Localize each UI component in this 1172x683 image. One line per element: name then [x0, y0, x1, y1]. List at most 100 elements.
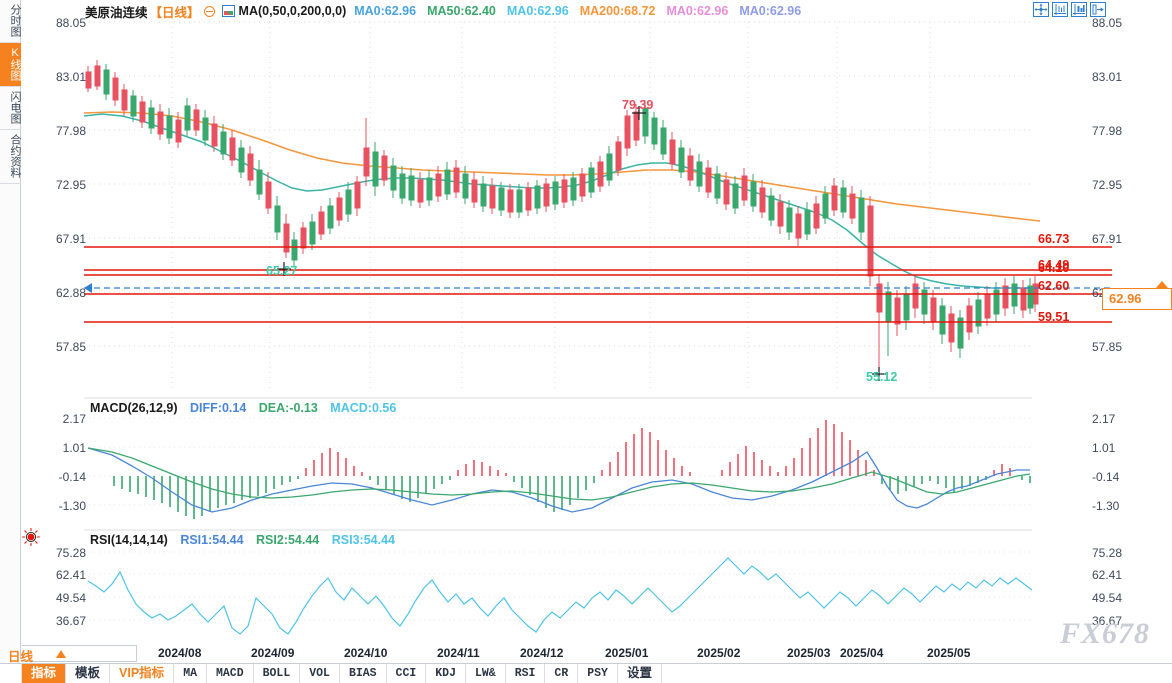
price-line-label-62-60: 62.60	[1038, 279, 1070, 293]
macd-title-row: MACD(26,12,9) DIFF:0.14 DEA:-0.13 MACD:0…	[90, 401, 396, 415]
price-axis-right-tick-0: 88.05	[1092, 16, 1123, 30]
sidebar-item-contract-info[interactable]: 合约资料	[0, 130, 21, 184]
price-line-label-64-49: 64.49	[1038, 258, 1070, 272]
toolbar-item-indicators[interactable]: 指标	[22, 664, 67, 683]
symbol-name: 美原油连续	[85, 5, 148, 20]
x-axis-label-9: 2025/05	[927, 646, 971, 660]
rsi-panel	[84, 529, 1033, 635]
x-axis-label-1: 2024/09	[251, 646, 295, 660]
x-axis-label-4: 2024/12	[520, 646, 564, 660]
rsi-axis-left-tick-2: 49.54	[55, 591, 86, 605]
period-expand-triangle-icon[interactable]	[56, 650, 66, 658]
x-axis-label-7: 2025/03	[787, 646, 831, 660]
current-price-badge[interactable]: 62.96	[1102, 288, 1172, 310]
price-level-lines	[84, 246, 1112, 323]
ma50-line	[83, 113, 1037, 289]
period-selector-label[interactable]: 日线	[8, 650, 34, 664]
macd-axis-left-tick-1: 1.01	[62, 441, 86, 455]
toolbar-item-psy[interactable]: PSY	[578, 664, 618, 683]
ma-indicator-icon[interactable]	[221, 5, 235, 17]
rsi-axis-right-tick-3: 36.67	[1092, 614, 1123, 628]
macd-axis-right-tick-1: 1.01	[1092, 441, 1116, 455]
toolbar-item-lwr[interactable]: LW&	[466, 664, 506, 683]
macd-axis-left-tick-0: 2.17	[62, 412, 86, 426]
macd-diff-value: DIFF:0.14	[190, 401, 247, 415]
toolbar-item-templates[interactable]: 模板	[66, 664, 111, 683]
price-axis-left-tick-2: 77.98	[55, 124, 86, 138]
macd-panel	[84, 397, 1032, 519]
rsi-axis-left-tick-0: 75.28	[55, 546, 86, 560]
macd-dea-line	[87, 447, 1031, 501]
ma-value-0: MA0:62.96	[354, 4, 417, 18]
toolbar-item-bias[interactable]: BIAS	[340, 664, 387, 683]
toolbar-item-boll[interactable]: BOLL	[254, 664, 301, 683]
chart-header-bar: 美原油连续 【日线】 MA(0,50,0,200,0,0) MA0:62.96 …	[85, 2, 812, 20]
ma-expression[interactable]: MA(0,50,0,200,0,0)	[238, 4, 347, 18]
chart-canvas-area[interactable]: MACD(26,12,9) DIFF:0.14 DEA:-0.13 MACD:0…	[22, 0, 1172, 659]
toolbar-item-vol[interactable]: VOL	[300, 664, 340, 683]
rsi-axis-right-tick-2: 49.54	[1092, 591, 1123, 605]
toolbar-item-cr[interactable]: CR	[545, 664, 579, 683]
left-sidebar: 分时图 K线图 闪电图 合约资料	[0, 0, 21, 659]
price-axis-right-tick-3: 72.95	[1092, 178, 1123, 192]
price-axis-right-tick-2: 77.98	[1092, 124, 1123, 138]
symbol-period: 【日线】	[149, 5, 200, 20]
chart-scale-right-icon[interactable]	[1071, 2, 1087, 17]
rsi-axis-right-tick-1: 62.41	[1092, 568, 1123, 582]
toolbar-item-vip-indicators[interactable]: VIP指标	[110, 664, 175, 683]
current-price-arrow-up	[1156, 281, 1168, 288]
price-axis-right-tick-4: 67.91	[1092, 232, 1123, 246]
bottom-indicator-toolbar: 指标 模板 VIP指标 MA MACD BOLL VOL BIAS CCI KD…	[0, 663, 1172, 683]
rsi3-value: RSI3:54.44	[331, 533, 395, 547]
rsi-title: RSI(14,14,14)	[90, 533, 168, 547]
toolbar-item-settings[interactable]: 设置	[618, 664, 662, 683]
period-selector[interactable]	[22, 645, 137, 662]
sidebar-item-candlestick-chart[interactable]: K线图	[0, 43, 21, 87]
macd-axis-right-tick-0: 2.17	[1092, 412, 1116, 426]
price-axis-left-tick-5: 62.88	[55, 286, 86, 300]
price-line-label-59-51: 59.51	[1038, 310, 1070, 324]
chart-export-icon[interactable]	[1090, 2, 1106, 17]
toolbar-item-rsi[interactable]: RSI	[506, 664, 546, 683]
rsi2-value: RSI2:54.44	[256, 533, 320, 547]
rsi-line	[87, 557, 1033, 635]
rsi-axis-right-tick-0: 75.28	[1092, 546, 1123, 560]
crosshair-move-icon[interactable]	[1033, 2, 1049, 17]
price-axis-left-tick-0: 88.05	[55, 16, 86, 30]
toolbar-item-cci[interactable]: CCI	[387, 664, 427, 683]
macd-macd-value: MACD:0.56	[330, 401, 397, 415]
info-circle-icon[interactable]	[203, 5, 215, 17]
price-line-label-66-73: 66.73	[1038, 232, 1070, 246]
price-axis-left-tick-4: 67.91	[55, 232, 86, 246]
x-axis-label-0: 2024/08	[158, 646, 202, 660]
toolbar-item-kdj[interactable]: KDJ	[426, 664, 466, 683]
macd-axis-right-tick-2: -0.14	[1092, 470, 1120, 484]
macd-histogram-positive	[305, 420, 1011, 476]
price-axis-left-tick-3: 72.95	[55, 178, 86, 192]
current-price-marker-arrow	[84, 283, 92, 293]
macd-axis-left-tick-3: -1.30	[58, 499, 86, 513]
chart-tool-buttons	[1033, 2, 1106, 17]
macd-histogram-negative	[113, 476, 1031, 519]
ma-value-200: MA200:68.72	[579, 4, 656, 18]
swing-high-label-79-39: 79.39	[622, 98, 654, 112]
rsi1-value: RSI1:54.44	[180, 533, 244, 547]
x-axis-label-6: 2025/02	[697, 646, 741, 660]
x-axis-label-5: 2025/01	[605, 646, 649, 660]
candlestick-series	[85, 60, 1039, 370]
macd-diff-line	[87, 447, 1030, 513]
toolbar-item-ma[interactable]: MA	[174, 664, 207, 683]
toolbar-left-spacer	[0, 664, 22, 683]
x-axis-label-3: 2024/11	[437, 646, 480, 660]
sun-icon[interactable]	[22, 528, 40, 546]
chart-svg	[83, 21, 1112, 635]
swing-low-label-65-27: 65.27	[266, 264, 298, 278]
price-grid	[84, 21, 1032, 347]
sidebar-item-timeshare-chart[interactable]: 分时图	[0, 0, 21, 43]
sidebar-item-lightning-chart[interactable]: 闪电图	[0, 87, 21, 130]
ma-value-0b: MA0:62.96	[506, 4, 569, 18]
rsi-axis-left-tick-1: 62.41	[55, 568, 86, 582]
toolbar-item-macd[interactable]: MACD	[207, 664, 254, 683]
x-axis-label-2: 2024/10	[344, 646, 388, 660]
chart-scale-left-icon[interactable]	[1052, 2, 1068, 17]
